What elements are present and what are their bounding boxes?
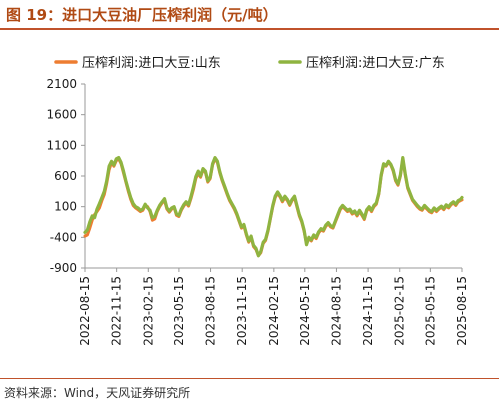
x-tick-label: 2025-02-15 [393,276,407,346]
legend: 压榨利润:进口大豆:山东 压榨利润:进口大豆:广东 [54,55,445,71]
y-tick-label: 2100 [46,77,77,91]
title-rule [0,28,499,30]
x-tick-label: 2024-11-15 [361,276,375,346]
legend-label-shandong: 压榨利润:进口大豆:山东 [82,55,221,71]
y-tick-label: -400 [50,230,77,244]
x-tick-label: 2022-11-15 [110,276,124,346]
x-tick-label: 2023-02-15 [141,276,155,346]
x-tick-label: 2024-05-15 [298,276,312,346]
figure-title: 图 19：进口大豆油厂压榨利润（元/吨） [6,6,278,24]
chart: 压榨利润:进口大豆:山东 压榨利润:进口大豆:广东 -900 -400 100 600 1… [46,55,469,346]
legend-label-guangdong: 压榨利润:进口大豆:广东 [306,55,445,71]
y-axis: -900 -400 100 600 1100 1600 2100 [46,77,86,275]
x-tick-label: 2023-08-15 [204,276,218,346]
bottom-rule [0,378,499,379]
x-tick-label: 2022-08-15 [78,276,92,346]
x-tick-label: 2023-11-15 [235,276,249,346]
source-note: 资料来源：Wind，天风证券研究所 [4,386,191,400]
y-tick-label: 1100 [46,138,77,152]
y-tick-label: 600 [54,169,77,183]
x-tick-label: 2024-08-15 [329,276,343,346]
y-tick-label: 100 [54,200,77,214]
y-tick-label: 1600 [46,108,77,122]
x-axis: 2022-08-15 2022-11-15 2023-02-15 2023-05-15… [78,267,469,346]
x-tick-label: 2025-08-15 [455,276,469,346]
x-tick-label: 2025-05-15 [423,276,437,346]
series-line-guangdong [83,156,464,258]
x-tick-label: 2024-02-15 [267,276,281,346]
x-tick-label: 2023-05-15 [172,276,186,346]
y-tick-label: -900 [50,261,77,275]
series-layer [83,156,464,258]
